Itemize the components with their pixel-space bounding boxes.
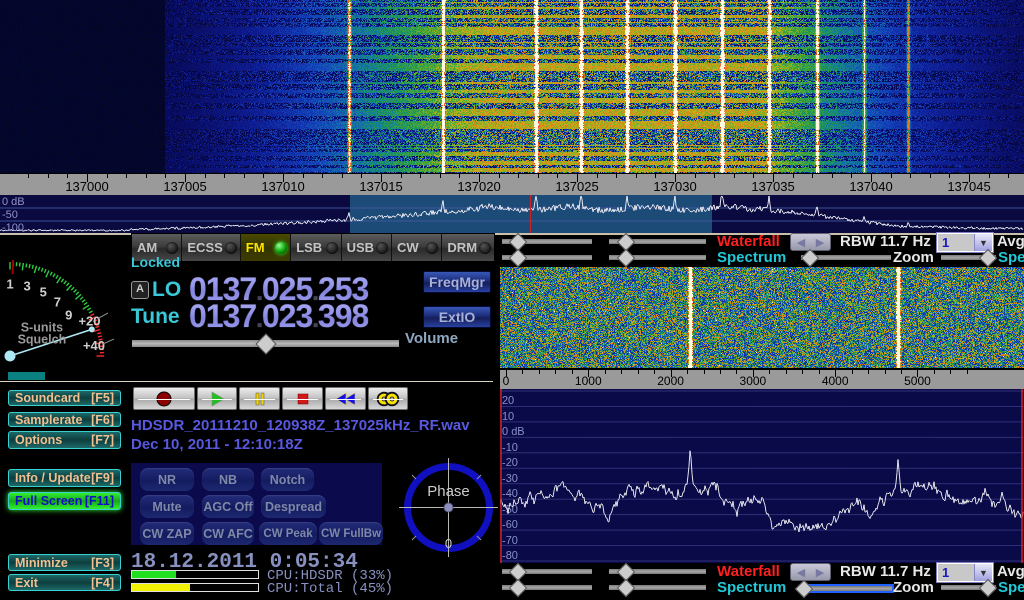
svg-text:7: 7 <box>54 295 61 310</box>
svg-text:Phase: Phase <box>427 483 470 500</box>
svg-text:+20: +20 <box>78 313 100 328</box>
svg-text:3: 3 <box>23 279 30 294</box>
svg-text:5: 5 <box>40 285 47 300</box>
svg-text:1: 1 <box>6 276 13 291</box>
svg-text:9: 9 <box>65 308 72 323</box>
svg-text:0: 0 <box>445 536 452 551</box>
svg-text:+40: +40 <box>83 338 105 353</box>
svg-text:Squelch: Squelch <box>18 333 67 347</box>
